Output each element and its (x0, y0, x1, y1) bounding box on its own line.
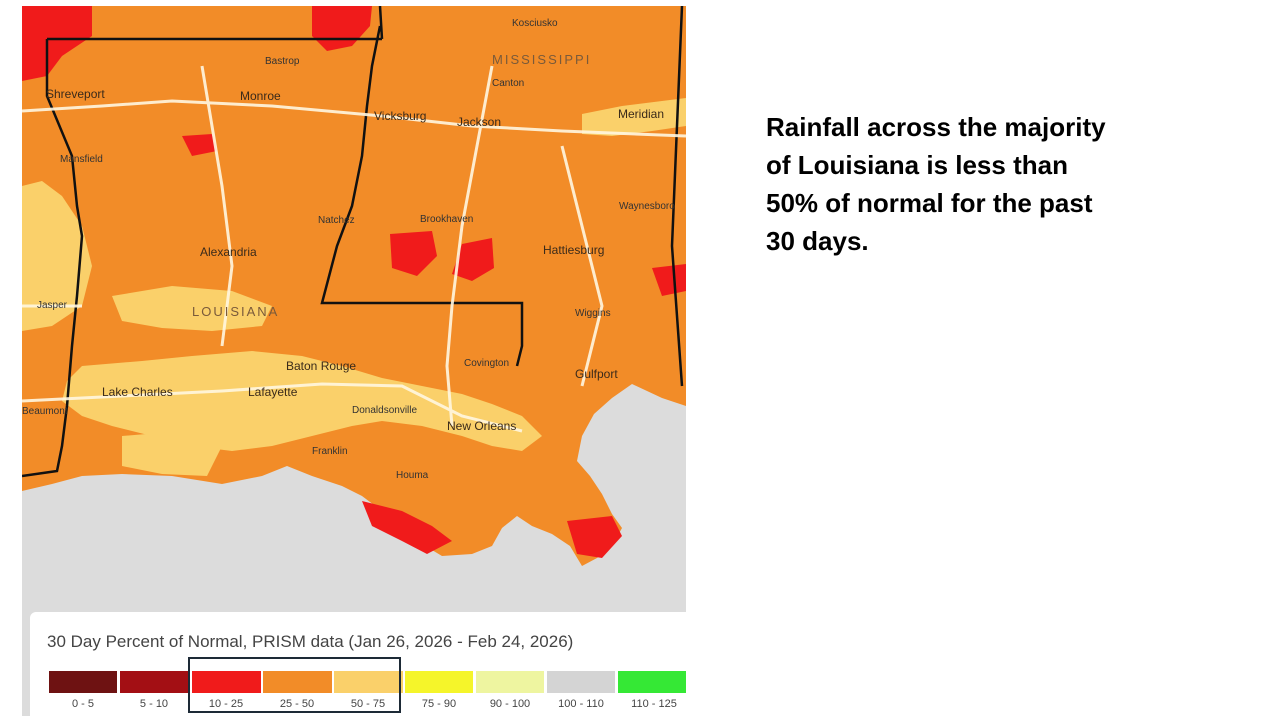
zone-10-25-mid-b (452, 238, 494, 281)
legend-swatch (263, 671, 332, 693)
city-label: Natchez (318, 215, 355, 226)
zone-10-25-delta (567, 516, 622, 558)
legend-swatch (476, 671, 544, 693)
city-label: Bastrop (265, 56, 300, 67)
map-canvas: MISSISSIPPI LOUISIANA Kosciusko Bastrop … (22, 6, 686, 566)
callout-text: Rainfall across the majority of Louisian… (766, 108, 1206, 260)
city-label: Jasper (37, 300, 68, 311)
zone-10-25-north-c (182, 134, 217, 156)
city-label: Lake Charles (102, 385, 173, 399)
callout-line: Rainfall across the majority (766, 112, 1106, 142)
legend-range-label: 75 - 90 (421, 698, 457, 710)
rainfall-map: MISSISSIPPI LOUISIANA Kosciusko Bastrop … (22, 6, 686, 716)
city-label: Alexandria (200, 245, 257, 259)
legend-range-label: 5 - 10 (139, 698, 169, 710)
city-label: Gulfport (575, 367, 618, 381)
legend-highlight-box (188, 657, 401, 713)
zone-50-75-lafourche (122, 431, 222, 476)
state-label-louisiana: LOUISIANA (192, 304, 279, 319)
zone-10-25-coast (362, 501, 452, 554)
city-label: Waynesboro (619, 201, 675, 212)
legend-range-label: 25 - 50 (279, 698, 315, 710)
zone-10-25-nw (22, 6, 92, 81)
state-label-mississippi: MISSISSIPPI (492, 52, 591, 67)
city-label: Canton (492, 78, 524, 89)
callout-line: 50% of normal for the past (766, 188, 1093, 218)
zone-50-75-central (112, 286, 272, 331)
city-label: Mansfield (60, 154, 103, 165)
legend-swatch (547, 671, 615, 693)
legend-range-label: 50 - 75 (350, 698, 386, 710)
callout-line: of Louisiana is less than (766, 150, 1068, 180)
map-legend: 30 Day Percent of Normal, PRISM data (Ja… (30, 612, 686, 716)
legend-range-label: 10 - 25 (208, 698, 244, 710)
city-label: Meridian (618, 107, 664, 121)
legend-range-label: 110 - 125 (631, 698, 677, 710)
callout-line: 30 days. (766, 226, 869, 256)
legend-swatch (618, 671, 686, 693)
zone-50-75-meridian (582, 98, 686, 136)
zone-10-25-mid-a (390, 231, 437, 276)
legend-range-label: 0 - 5 (71, 698, 94, 710)
city-label: Kosciusko (512, 18, 558, 29)
city-label: Monroe (240, 89, 281, 103)
city-label: Covington (464, 358, 509, 369)
city-label: Donaldsonville (352, 405, 417, 416)
city-label: Beaumont (22, 406, 68, 417)
city-label: Wiggins (575, 308, 611, 319)
city-label: Lafayette (248, 385, 298, 399)
land-area (22, 6, 686, 566)
legend-swatch (334, 671, 403, 693)
highway-routes (22, 65, 686, 433)
legend-swatch (49, 671, 117, 693)
legend-range-label: 100 - 110 (558, 698, 604, 710)
city-label: Jackson (457, 115, 501, 129)
legend-swatch (120, 671, 189, 693)
city-label: Houma (396, 470, 429, 481)
city-label: New Orleans (447, 419, 516, 433)
zone-10-25-east (652, 264, 686, 296)
city-label: Baton Rouge (286, 359, 356, 373)
zone-50-75-west (22, 181, 92, 331)
legend-swatch (405, 671, 473, 693)
legend-range-label: 90 - 100 (489, 698, 531, 710)
legend-title: 30 Day Percent of Normal, PRISM data (Ja… (47, 632, 574, 651)
legend-swatch (192, 671, 261, 693)
state-border-la-ms (22, 6, 684, 478)
city-label: Hattiesburg (543, 243, 604, 257)
city-label: Franklin (312, 446, 348, 457)
zone-50-75-band (62, 351, 542, 451)
city-label: Vicksburg (374, 109, 426, 123)
city-label: Shreveport (46, 87, 105, 101)
city-label: Brookhaven (420, 214, 473, 225)
